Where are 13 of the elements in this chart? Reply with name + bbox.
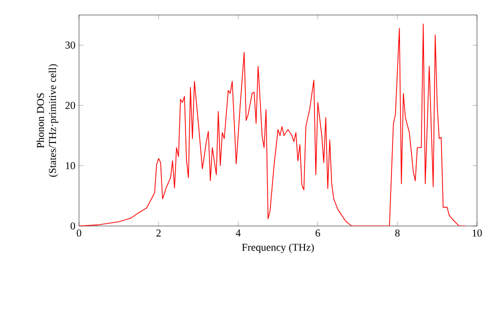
x-axis-title: Frequency (THz): [242, 243, 314, 253]
x-tick-label: 10: [472, 229, 482, 236]
line-series: [79, 23, 466, 226]
y-axis-title: Phonon DOS (States/THz·primitive cell): [36, 64, 58, 177]
x-tick-label: 6: [316, 229, 320, 236]
x-tick-label: 0: [76, 229, 82, 236]
y-tick-label: 0: [70, 222, 76, 230]
x-tick-label: 4: [236, 229, 241, 236]
x-tick-label: 8: [395, 229, 400, 236]
y-tick-label: 10: [66, 162, 76, 170]
y-tick-label: 30: [65, 41, 76, 49]
x-tick-label: 2: [156, 229, 161, 236]
y-tick-label: 20: [65, 102, 76, 109]
